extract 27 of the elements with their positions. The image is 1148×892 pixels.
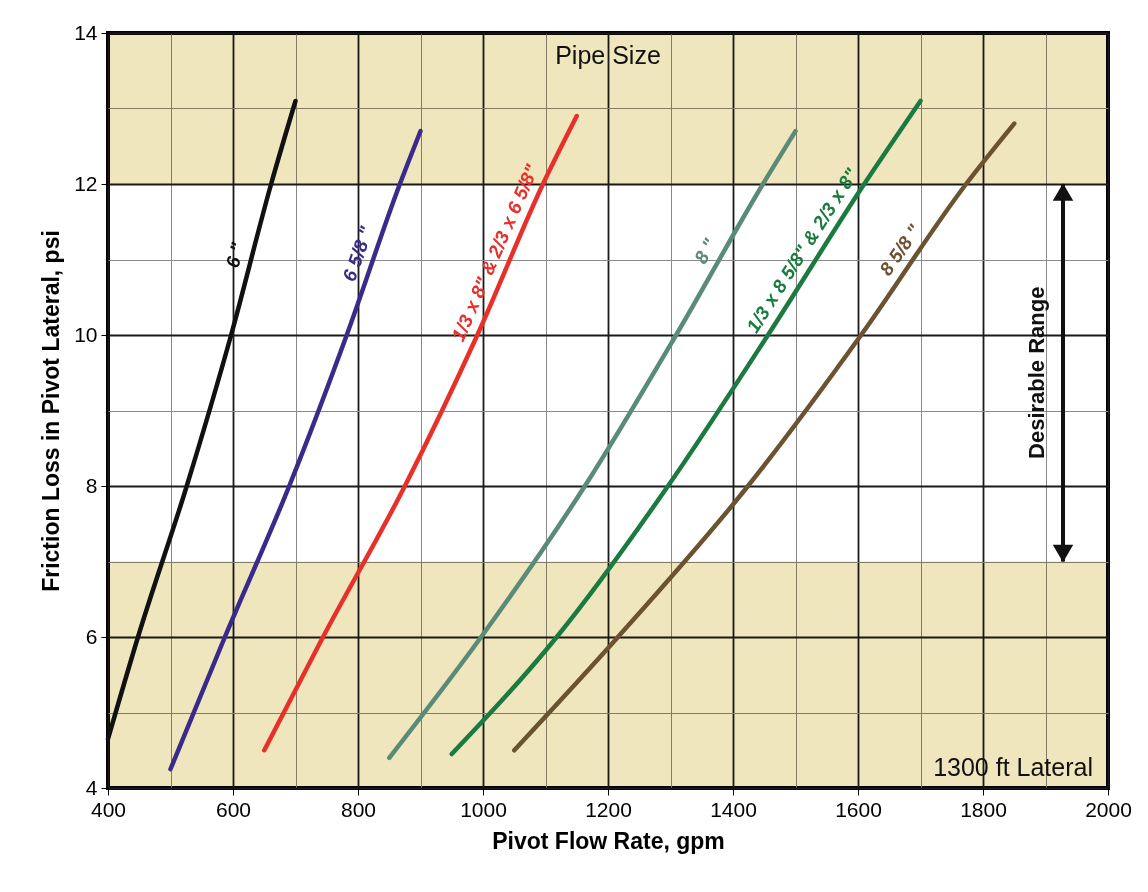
text: 6 5/8 " (338, 222, 378, 285)
x-tick-label: 1400 (710, 797, 757, 821)
y-tick-label: 6 (85, 624, 98, 648)
annotation: Desirable Range (1024, 286, 1049, 459)
line-series (262, 113, 579, 753)
text: 8 5/8 " (875, 220, 926, 280)
y-tick-label: 8 (85, 473, 98, 497)
line-series (168, 128, 423, 772)
x-tick-label: 2000 (1085, 797, 1132, 821)
annotation: Pipe Size (555, 40, 661, 69)
x-tick-label: 1600 (835, 797, 882, 821)
y-tick-label: 4 (85, 775, 98, 799)
text: 6 " (221, 239, 249, 270)
line-series (449, 98, 923, 757)
text: 1/3 x 8" & 2/3 x 6 5/8" (447, 160, 543, 345)
x-tick-label: 1200 (585, 797, 632, 821)
y-tick-label: 12 (74, 171, 98, 195)
x-tick-label: 400 (90, 797, 127, 821)
text: 8 " (689, 234, 722, 268)
x-tick-label: 1800 (960, 797, 1007, 821)
x-tick-label: 600 (215, 797, 252, 821)
x-axis-title: Pivot Flow Rate, gpm (492, 827, 725, 854)
x-tick-label: 1000 (460, 797, 507, 821)
y-tick-label: 14 (74, 20, 98, 44)
y-axis-title: Friction Loss in Pivot Lateral, psi (38, 230, 65, 592)
y-tick-label: 10 (74, 322, 98, 346)
x-tick-label: 800 (340, 797, 377, 821)
